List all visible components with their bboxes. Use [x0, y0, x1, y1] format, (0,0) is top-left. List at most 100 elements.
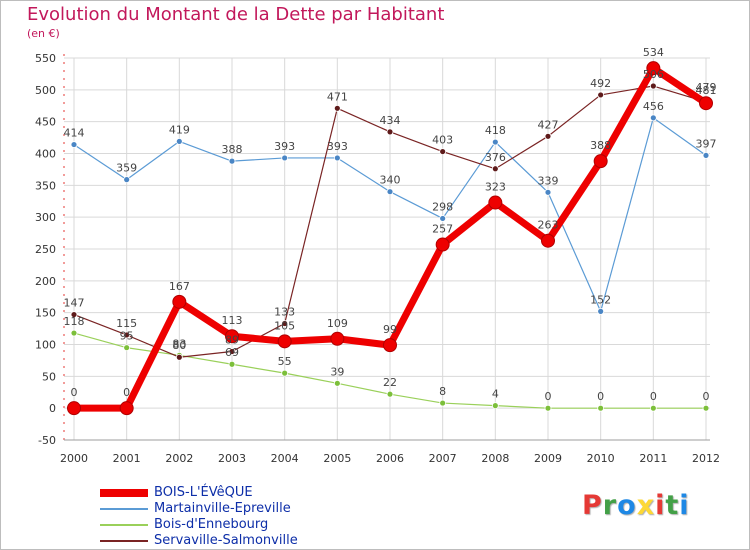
y-tick-label: 150 [35, 307, 56, 320]
data-point [649, 404, 657, 412]
data-point [491, 138, 499, 146]
y-tick-label: 550 [35, 52, 56, 65]
data-point [544, 404, 552, 412]
data-point [488, 195, 503, 210]
x-tick-label: 2000 [60, 452, 88, 465]
data-label: 89 [225, 334, 239, 347]
data-label: 0 [597, 390, 604, 403]
data-point [702, 404, 710, 412]
data-point [330, 331, 345, 346]
data-point [386, 128, 394, 136]
y-tick-label: 200 [35, 275, 56, 288]
data-label: 479 [696, 81, 717, 94]
data-label: 257 [432, 223, 453, 236]
data-label: 388 [590, 139, 611, 152]
chart-title: Evolution du Montant de la Dette par Hab… [27, 4, 445, 25]
legend-swatch [100, 489, 148, 497]
y-tick-label: 400 [35, 148, 56, 161]
data-label: 152 [590, 293, 611, 306]
data-label: 393 [327, 140, 348, 153]
data-label: 298 [432, 200, 453, 213]
data-point [333, 379, 341, 387]
x-tick-label: 2003 [218, 452, 246, 465]
legend-swatch [100, 508, 148, 510]
data-label: 83 [172, 337, 186, 350]
data-point [333, 104, 341, 112]
data-label: 534 [643, 46, 664, 59]
data-label: 133 [274, 305, 295, 318]
line-chart: -500501001502002503003504004505005502000… [35, 46, 720, 465]
data-label: 0 [123, 386, 130, 399]
data-point [70, 141, 78, 148]
data-label: 323 [485, 181, 506, 194]
legend-label: Bois-d'Ennebourg [154, 517, 269, 532]
data-label: 113 [222, 314, 243, 327]
data-label: 22 [383, 376, 397, 389]
data-point [70, 311, 78, 318]
data-label: 418 [485, 124, 506, 137]
data-label: 393 [274, 140, 295, 153]
data-point [386, 390, 394, 398]
data-point [491, 165, 499, 173]
logo-letter: i [679, 490, 690, 521]
legend-label: Martainville-Epreville [154, 501, 291, 516]
y-tick-label: 0 [49, 402, 56, 415]
data-point [228, 348, 236, 355]
data-label: 388 [222, 143, 243, 156]
y-tick-label: 500 [35, 84, 56, 97]
chart-legend: BOIS-L'ÉVêQUE Martainville-Epreville Bois-… [100, 485, 298, 549]
data-label-layer: 414 359 419 388 393 393 340 298 418 339 152 456 397 1… [64, 46, 717, 403]
data-point [175, 353, 183, 361]
data-label: 80 [172, 339, 186, 352]
data-label: 419 [169, 123, 190, 136]
data-point [228, 360, 236, 368]
data-point [544, 132, 552, 140]
data-point [119, 401, 134, 416]
data-label: 115 [116, 317, 137, 330]
data-point [439, 148, 447, 155]
series-layer [67, 61, 713, 416]
data-point [225, 329, 239, 344]
data-label: 481 [696, 84, 717, 97]
data-point [649, 114, 657, 122]
data-point [123, 344, 131, 352]
data-label: 0 [703, 390, 710, 403]
x-tick-label: 2009 [534, 452, 562, 465]
data-label: 506 [643, 68, 664, 81]
data-point [123, 331, 131, 339]
data-point [646, 61, 661, 76]
data-point [386, 188, 394, 196]
logo-letter: i [655, 490, 666, 521]
data-point [597, 307, 605, 315]
data-label: 4 [492, 388, 499, 401]
data-label: 109 [327, 317, 348, 330]
y-tick-label: 50 [42, 370, 56, 383]
x-tick-label: 2011 [639, 452, 667, 465]
data-point [281, 320, 289, 327]
data-label: 434 [380, 114, 401, 127]
y-tick-label: 250 [35, 243, 56, 256]
data-label: 105 [274, 319, 295, 332]
data-point [439, 399, 447, 407]
logo-letter: t [665, 490, 680, 521]
data-point [383, 338, 397, 353]
data-label: 414 [64, 127, 85, 140]
data-label: 397 [696, 137, 717, 150]
logo-letter: o [617, 490, 637, 521]
y-tick-label: 450 [35, 116, 56, 129]
data-label: 471 [327, 90, 348, 103]
data-point [277, 334, 292, 349]
logo-letter: r [602, 490, 618, 521]
data-point [699, 96, 713, 111]
logo-letter: P [582, 490, 603, 521]
data-label: 99 [383, 323, 397, 336]
axis-layer: -500501001502002503003504004505005502000… [35, 52, 720, 465]
y-tick-label: 350 [35, 179, 56, 192]
data-point [333, 154, 341, 162]
x-tick-label: 2001 [113, 452, 141, 465]
data-label: 55 [278, 355, 292, 368]
data-point [435, 237, 450, 252]
data-label: 340 [380, 174, 401, 187]
legend-label: BOIS-L'ÉVêQUE [154, 485, 253, 500]
data-point [228, 157, 236, 165]
